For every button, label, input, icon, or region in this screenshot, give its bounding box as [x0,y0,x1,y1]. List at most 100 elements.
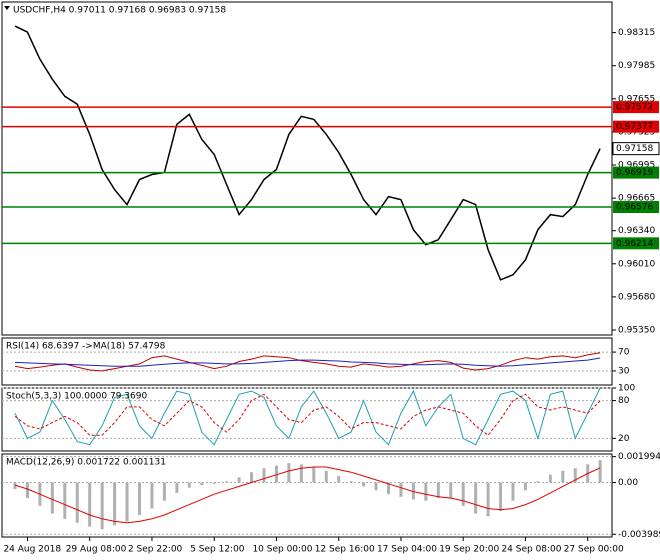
histogram-bar [250,472,254,483]
x-tick-label: 24 Sep 08:00 [501,545,561,555]
y-tick-label: 100 [618,384,635,394]
histogram-bar [162,482,166,501]
level-label-box [613,237,659,250]
y-tick-label: 0.96340 [618,226,655,236]
panel-frame [1,1,613,336]
histogram-bar [113,482,117,526]
series-line [14,466,601,524]
histogram-bar [411,482,415,500]
y-tick-label: 70 [618,348,630,358]
histogram-bar [461,482,465,506]
histogram-bar [337,476,341,483]
panel-frame [1,337,613,386]
histogram-bar [274,465,278,483]
x-tick-label: 2 Sep 22:00 [128,545,183,555]
histogram-bar [150,482,154,509]
histogram-bar [75,482,79,523]
level-label-box [612,142,660,156]
level-label-box [613,120,659,133]
histogram-bar [299,464,303,483]
level-label-box [613,201,659,214]
x-tick-label: 24 Aug 2018 [3,545,61,555]
histogram-bar [50,482,54,514]
x-tick-label: 10 Sep 00:00 [252,545,312,555]
y-tick-label: 0.00 [618,478,638,488]
series-line [14,393,601,436]
histogram-bar [362,482,366,487]
histogram-bar [237,477,241,483]
level-label: 0.96214 [616,239,653,249]
histogram-bar [349,481,353,483]
level-label-box [613,166,659,179]
x-tick-label: 27 Sep 00:00 [564,545,624,555]
histogram-bar [474,482,478,514]
y-tick-label: 0.95680 [618,292,655,302]
histogram-bar [523,482,527,491]
y-tick-label: 20 [618,434,630,444]
y-tick-label: 0.96665 [618,194,655,204]
x-tick-label: 19 Sep 20:00 [439,545,499,555]
histogram-bar [125,482,129,522]
y-tick-label: 30 [618,366,630,376]
histogram-bar [573,468,577,483]
histogram-bar [138,482,141,515]
y-tick-label: 0.96010 [618,259,655,269]
histogram-bar [13,482,17,490]
histogram-bar [225,481,229,483]
histogram-bar [548,474,552,483]
histogram-bar [511,482,515,501]
histogram-bar [63,482,67,519]
histogram-bar [536,481,540,483]
histogram-bar [486,482,490,517]
panel-title: Stoch(5,3,3) 100.0000 79.3690 [6,392,147,402]
menu-arrow [4,6,10,10]
level-label-box [613,101,659,114]
histogram-bar [212,482,216,484]
histogram-bar [561,470,565,483]
histogram-bar [200,482,204,486]
x-tick-label: 5 Sep 12:00 [190,545,245,555]
panel-frame [1,453,613,538]
histogram-bar [187,482,191,488]
histogram-bar [262,468,266,483]
y-tick-label: 0.95350 [618,325,655,335]
level-label: 0.96576 [616,203,653,213]
panel-title: RSI(14) 68.6397 ->MA(18) 57.4798 [6,342,166,352]
histogram-bar [374,482,378,491]
y-tick-label: 0.001994 [618,452,660,462]
histogram-bar [88,482,92,527]
y-tick-label: -0.003989 [618,530,660,540]
panel-title: MACD(12,26,9) 0.001722 0.001131 [6,458,166,468]
level-label: 0.97158 [616,144,653,154]
y-tick-label: 80 [618,396,630,406]
histogram-bar [499,482,503,512]
histogram-bar [324,470,328,483]
series-line [14,25,601,281]
histogram-bar [25,482,29,499]
x-tick-label: 17 Sep 04:00 [377,545,437,555]
x-tick-label: 12 Sep 16:00 [315,545,375,555]
level-label: 0.96919 [616,168,653,178]
histogram-bar [449,482,453,499]
level-label: 0.97572 [616,103,653,113]
histogram-bar [436,482,440,499]
histogram-bar [598,460,602,483]
y-tick-label: 0.97985 [618,61,655,71]
panel-title: USDCHF,H4 0.97011 0.97168 0.96983 0.9715… [13,6,226,16]
x-tick-label: 29 Aug 08:00 [66,545,127,555]
y-tick-label: 0.97655 [618,94,655,104]
histogram-bar [175,482,179,493]
histogram-bar [424,482,428,501]
level-label: 0.97377 [616,122,653,132]
series-line [14,357,601,367]
histogram-bar [312,466,316,483]
histogram-bar [100,482,104,530]
series-line [14,387,601,446]
histogram-bar [399,482,403,497]
histogram-bar [287,463,291,483]
y-tick-label: 0.98315 [618,28,655,38]
series-line [14,352,601,372]
histogram-bar [387,482,390,495]
